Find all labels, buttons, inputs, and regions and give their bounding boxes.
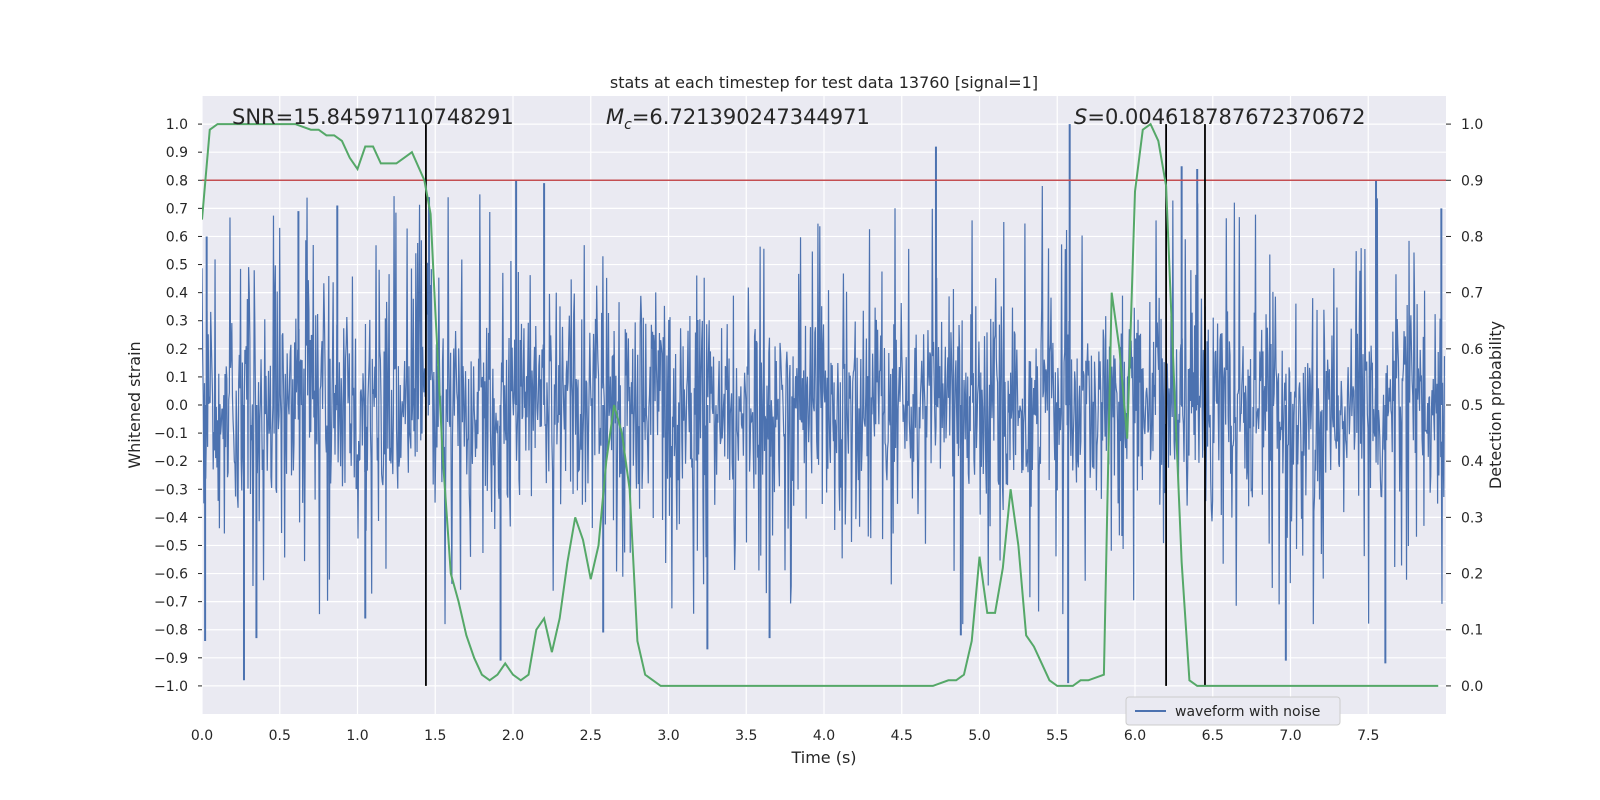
x-tick-label: 6.5 [1202,728,1224,744]
y-tick-label: −0.7 [154,595,188,611]
y-tick-label: 0.9 [166,145,188,161]
y2-tick-label: 0.3 [1461,510,1483,526]
chirp-mass-value: =6.721390247344971 [632,105,870,129]
x-tick-label: 4.5 [891,728,913,744]
y-tick-label: 0.2 [166,342,188,358]
y2-tick-label: 1.0 [1461,117,1483,133]
legend-label: waveform with noise [1175,704,1320,720]
x-tick-label: 2.5 [580,728,602,744]
y-tick-label: −0.2 [154,454,188,470]
y2-tick-label: 0.0 [1461,679,1483,695]
y-tick-label: 0.1 [166,370,188,386]
y2-tick-label: 0.7 [1461,286,1483,302]
y-tick-label: 0.7 [166,201,188,217]
detection-probability-line [202,122,1439,687]
x-tick-label: 4.0 [813,728,835,744]
s-annotation: S=0.004618787672370672 [1074,105,1365,129]
waveform-series [202,124,1446,684]
y-tick-label: 1.0 [166,117,188,133]
x-tick-label: 3.0 [657,728,679,744]
chirp-mass-annotation: Mc=6.721390247344971 [606,105,870,133]
ticks: 0.0 0.5 1.0 1.5 2.0 2.5 3.0 3.5 4.0 4.5 5.0 5.5 6.0 6… [154,117,1483,744]
y-tick-label: 0.8 [166,173,188,189]
y-tick-label: −0.6 [154,567,188,583]
chart-title: stats at each timestep for test data 137… [610,73,1038,92]
x-tick-label: 5.0 [968,728,990,744]
x-tick-label: 6.0 [1124,728,1146,744]
x-tick-label: 0.0 [191,728,213,744]
overlays [202,124,1446,686]
y2-tick-label: 0.1 [1461,623,1483,639]
y-tick-label: −0.9 [154,651,188,667]
legend-box [1125,696,1341,726]
y2-tick-label: 0.4 [1461,454,1483,470]
chirp-mass-symbol: M [606,105,624,129]
y2-tick-label: 0.2 [1461,567,1483,583]
y-tick-label: −1.0 [154,679,188,695]
y-tick-label: 0.3 [166,314,188,330]
y-tick-label: 0.6 [166,229,188,245]
x-tick-label: 0.5 [269,728,291,744]
x-tick-label: 1.0 [346,728,368,744]
y2-axis-label: Detection probability [1486,321,1505,489]
y-tick-label: 0.5 [166,258,188,274]
waveform-line [202,185,1446,625]
x-tick-label: 3.5 [735,728,757,744]
y-tick-label: −0.8 [154,623,188,639]
y-tick-label: 0.4 [166,286,188,302]
chirp-mass-subscript: c [624,117,632,133]
x-tick-label: 2.0 [502,728,524,744]
y2-tick-label: 0.6 [1461,342,1483,358]
x-tick-label: 7.5 [1357,728,1379,744]
legend: waveform with noise [1125,696,1341,726]
x-tick-label: 1.5 [424,728,446,744]
snr-annotation: SNR=15.84597110748291 [232,105,514,129]
y2-tick-label: 0.8 [1461,229,1483,245]
y2-tick-label: 0.9 [1461,173,1483,189]
y-tick-label: −0.5 [154,538,188,554]
s-symbol: S [1074,105,1087,129]
x-tick-label: 7.0 [1279,728,1301,744]
y-tick-label: −0.4 [154,510,188,526]
y-tick-label: 0.0 [166,398,188,414]
y2-tick-label: 0.5 [1461,398,1483,414]
x-tick-label: 5.5 [1046,728,1068,744]
y-tick-label: −0.3 [154,482,188,498]
x-axis-label: Time (s) [790,748,856,767]
y-axis-label: Whitened strain [125,341,144,468]
y-tick-label: −0.1 [154,426,188,442]
s-value: =0.004618787672370672 [1087,105,1365,129]
detection-probability-series [202,122,1439,687]
